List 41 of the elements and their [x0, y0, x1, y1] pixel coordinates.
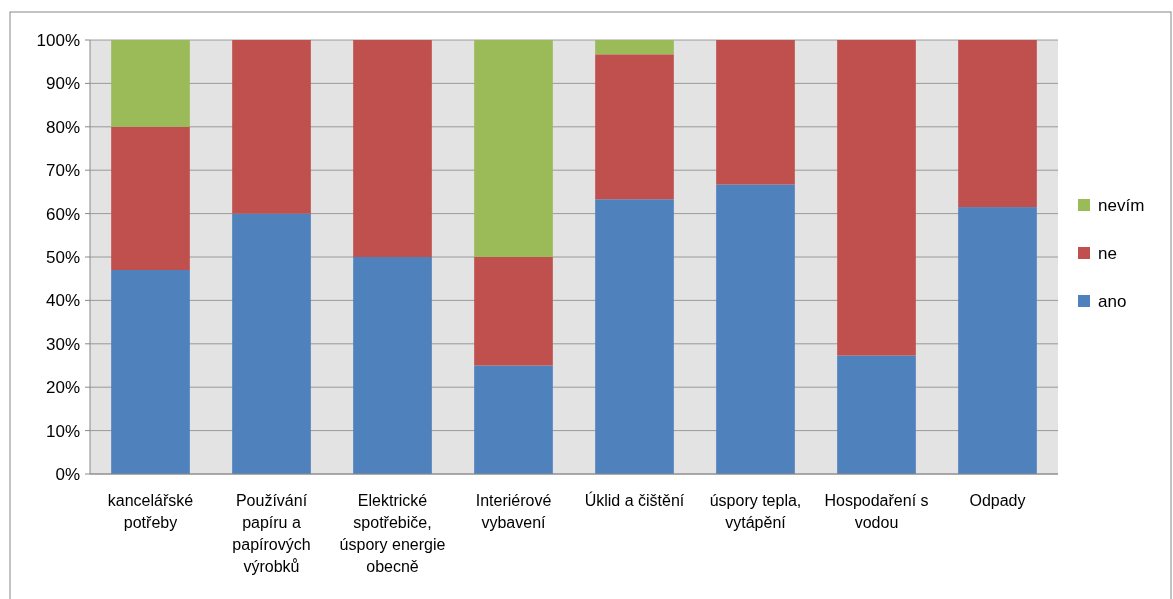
y-tick-label: 30%	[45, 334, 80, 354]
y-tick-label: 100%	[36, 30, 80, 50]
legend-label: nevím	[1098, 195, 1145, 215]
legend-label: ano	[1098, 291, 1127, 311]
bar	[111, 40, 190, 127]
bar	[474, 365, 553, 474]
bar	[111, 270, 190, 474]
bar	[353, 40, 432, 257]
y-tick-label: 10%	[45, 421, 80, 441]
y-tick-label: 0%	[55, 464, 80, 484]
bar	[232, 40, 311, 214]
x-tick-label: Úklid a čištění	[584, 491, 685, 509]
y-tick-label: 20%	[45, 378, 80, 398]
bar	[474, 40, 553, 257]
bar	[595, 40, 674, 55]
bar	[353, 257, 432, 474]
bar	[958, 40, 1037, 208]
x-tick-label: Používání papíru a papírových výrobků	[232, 492, 311, 575]
y-tick-label: 80%	[45, 117, 80, 137]
y-tick-label: 60%	[45, 204, 80, 224]
y-tick-label: 90%	[45, 74, 80, 94]
y-tick-label: 40%	[45, 291, 80, 311]
x-tick-label: kancelářské potřeby	[107, 492, 194, 531]
x-tick-label: Elektrické spotřebiče, úspory energie obecně	[339, 492, 446, 575]
bar	[958, 207, 1037, 474]
bar	[595, 54, 674, 200]
bar	[837, 40, 916, 356]
bar	[716, 184, 795, 474]
y-tick-label: 70%	[45, 161, 80, 181]
bar	[111, 126, 190, 271]
x-tick-label: Odpady	[969, 492, 1026, 509]
bar	[716, 40, 795, 185]
x-tick-label: úspory tepla, vytápění	[709, 492, 802, 531]
x-tick-label: Interiérové vybavení	[475, 492, 552, 531]
bar	[232, 213, 311, 474]
bar	[837, 355, 916, 474]
bar	[595, 199, 674, 474]
x-tick-label: Hospodaření s vodou	[824, 492, 929, 531]
legend-label: ne	[1098, 243, 1117, 263]
y-tick-label: 50%	[45, 247, 80, 267]
bar	[474, 257, 553, 366]
